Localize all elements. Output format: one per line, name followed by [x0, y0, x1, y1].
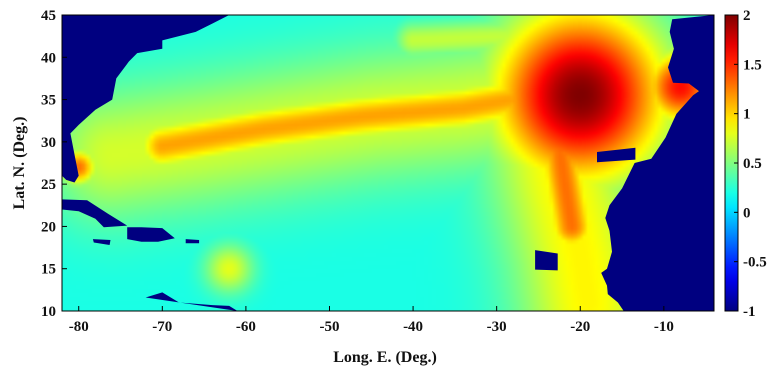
- x-tick-label: -40: [403, 319, 423, 335]
- colorbar-tick-label: 1: [743, 107, 751, 123]
- y-tick-label: 25: [41, 177, 56, 193]
- colorbar-tick-label: 0.5: [743, 156, 762, 172]
- jamaica-landmass: [92, 239, 111, 245]
- colorbar-tick-label: -0.5: [743, 255, 767, 271]
- y-axis: 10 15 20 25 30 35 40 45: [41, 8, 67, 320]
- y-tick-label: 45: [41, 8, 56, 24]
- y-tick-label: 20: [41, 219, 56, 235]
- y-tick-label: 10: [41, 304, 56, 320]
- africa-europe-landmass: [601, 15, 714, 311]
- x-tick-label: -50: [319, 319, 339, 335]
- colorbar-tick-label: 0: [743, 205, 751, 221]
- heatmap-field: [62, 15, 714, 311]
- north-america-landmass: [62, 15, 230, 183]
- x-tick-label: -30: [487, 319, 507, 335]
- colorbar-tick-label: -1: [743, 304, 756, 320]
- puerto-rico-landmass: [185, 239, 200, 244]
- x-axis-label: Long. E. (Deg.): [333, 349, 437, 366]
- hispaniola-landmass: [127, 227, 175, 242]
- x-tick-label: -10: [654, 319, 674, 335]
- y-tick-label: 35: [41, 93, 56, 109]
- canary-islands-landmass: [597, 147, 636, 163]
- y-axis-label: Lat. N. (Deg.): [11, 117, 28, 210]
- x-axis: -80 -70 -60 -50 -40 -30 -20 -10: [69, 306, 674, 335]
- colorbar-tick-label: 2: [743, 8, 751, 24]
- x-tick-label: -60: [236, 319, 256, 335]
- x-tick-label: -70: [152, 319, 172, 335]
- south-america-landmass: [145, 292, 238, 311]
- plot-frame: [61, 14, 715, 312]
- y-tick-label: 30: [41, 135, 56, 151]
- colorbar-tick-label: 1.5: [743, 57, 762, 73]
- y-tick-label: 40: [41, 50, 56, 66]
- land-mask: [62, 15, 714, 311]
- cuba-landmass: [62, 199, 128, 228]
- cape-verde-landmass: [535, 250, 558, 271]
- colorbar-axis: -1 -0.5 0 0.5 1 1.5 2: [734, 8, 767, 320]
- x-tick-label: -20: [570, 319, 590, 335]
- y-tick-label: 15: [41, 262, 56, 278]
- x-tick-label: -80: [69, 319, 89, 335]
